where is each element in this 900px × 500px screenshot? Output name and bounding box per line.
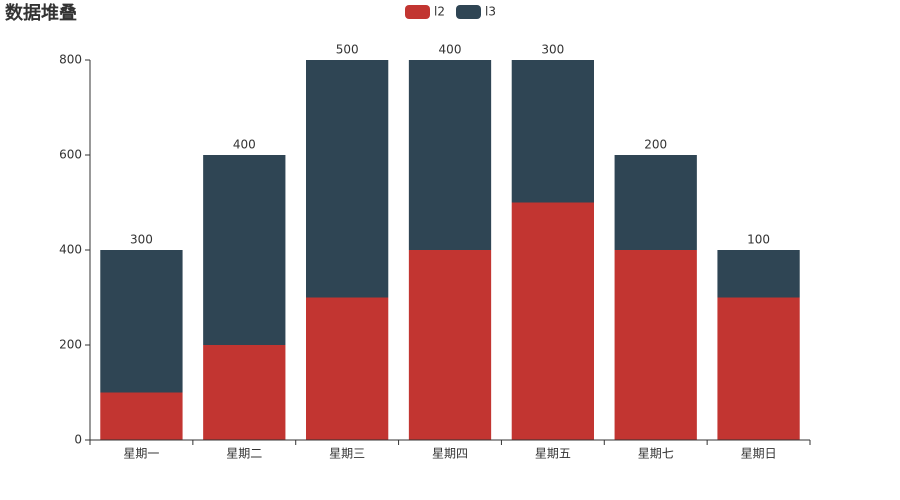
chart-title: 数据堆叠 xyxy=(5,2,77,24)
data-label: 300 xyxy=(130,233,153,247)
legend-label[interactable]: l3 xyxy=(485,5,496,19)
bar xyxy=(203,345,286,440)
bar xyxy=(408,250,492,440)
bar xyxy=(511,60,594,203)
x-tick-label: 星期七 xyxy=(638,447,674,461)
bar xyxy=(717,250,800,298)
y-tick-label: 800 xyxy=(59,53,82,67)
x-tick-label: 星期二 xyxy=(226,447,262,461)
x-tick-label: 星期一 xyxy=(123,447,159,461)
data-label: 200 xyxy=(644,138,667,152)
bar xyxy=(614,250,697,440)
legend-label[interactable]: l2 xyxy=(434,5,445,19)
data-label: 100 xyxy=(747,233,770,247)
bar xyxy=(306,297,389,440)
y-tick-label: 200 xyxy=(59,338,82,352)
y-tick-label: 600 xyxy=(59,148,82,162)
bar xyxy=(100,250,183,393)
x-tick-label: 星期日 xyxy=(741,447,777,461)
data-label: 400 xyxy=(439,43,462,57)
legend-icon[interactable] xyxy=(405,5,430,19)
bar xyxy=(306,60,389,298)
bar xyxy=(717,297,800,440)
x-tick-label: 星期三 xyxy=(329,447,365,461)
bar xyxy=(614,155,697,250)
data-label: 500 xyxy=(336,43,359,57)
data-label: 300 xyxy=(541,43,564,57)
x-tick-label: 星期四 xyxy=(432,447,468,461)
data-label: 400 xyxy=(233,138,256,152)
bar xyxy=(203,155,286,345)
bar xyxy=(100,392,183,440)
x-tick-label: 星期五 xyxy=(535,447,571,461)
y-tick-label: 0 xyxy=(74,433,82,447)
bar xyxy=(408,60,492,250)
y-tick-label: 400 xyxy=(59,243,82,257)
bar xyxy=(511,202,594,440)
legend-icon[interactable] xyxy=(456,5,481,19)
